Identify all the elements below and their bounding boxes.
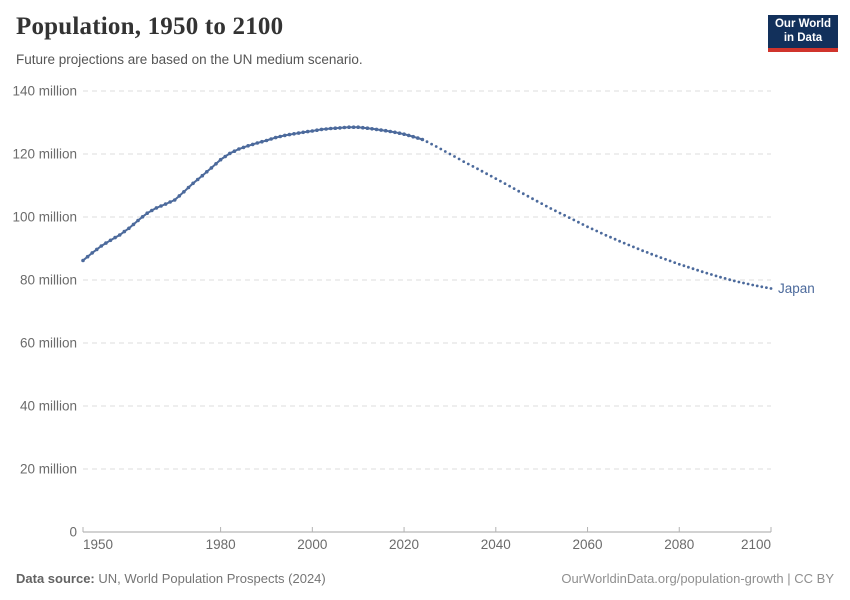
data-source-value: UN, World Population Prospects (2024) (98, 571, 326, 586)
chart-footer: Data source: UN, World Population Prospe… (0, 571, 850, 586)
x-axis-labels: 1950 1980 2000 2020 2040 2060 2080 2100 (83, 537, 771, 552)
y-tick-label: 60 million (20, 336, 77, 351)
credit-link[interactable]: OurWorldinData.org/population-growth | C… (561, 571, 834, 586)
x-tick-label: 2040 (481, 537, 511, 552)
x-tick-label: 2080 (664, 537, 694, 552)
y-tick-label: 20 million (20, 462, 77, 477)
data-source: Data source: UN, World Population Prospe… (16, 571, 326, 586)
x-tick-label: 2060 (573, 537, 603, 552)
x-tick-label: 2000 (297, 537, 327, 552)
series-japan-projection[interactable] (425, 140, 773, 290)
data-source-label: Data source: (16, 571, 95, 586)
y-axis-labels: 0 20 million 40 million 60 million 80 millio… (12, 84, 77, 540)
y-tick-label: 100 million (12, 210, 77, 225)
y-tick-label: 80 million (20, 273, 77, 288)
y-tick-label: 120 million (12, 147, 77, 162)
line-japan-historical[interactable] (82, 126, 423, 262)
series-japan-historical[interactable] (81, 125, 425, 263)
y-gridlines (83, 90, 771, 470)
x-tick-label: 2020 (389, 537, 419, 552)
owid-logo-line2: in Data (783, 31, 823, 44)
owid-logo[interactable]: Our World in Data (768, 15, 838, 52)
owid-logo-line1: Our World (774, 18, 831, 30)
entity-label-japan[interactable]: Japan (778, 281, 815, 296)
x-tick-label: 2100 (741, 537, 771, 552)
y-tick-label: 40 million (20, 399, 77, 414)
x-axis (82, 527, 772, 533)
chart-subtitle: Future projections are based on the UN m… (16, 52, 363, 67)
y-tick-label: 0 (69, 525, 77, 540)
x-tick-label: 1980 (206, 537, 236, 552)
y-tick-label: 140 million (12, 84, 77, 99)
page-title: Population, 1950 to 2100 (16, 13, 284, 40)
x-tick-label: 1950 (83, 537, 113, 552)
